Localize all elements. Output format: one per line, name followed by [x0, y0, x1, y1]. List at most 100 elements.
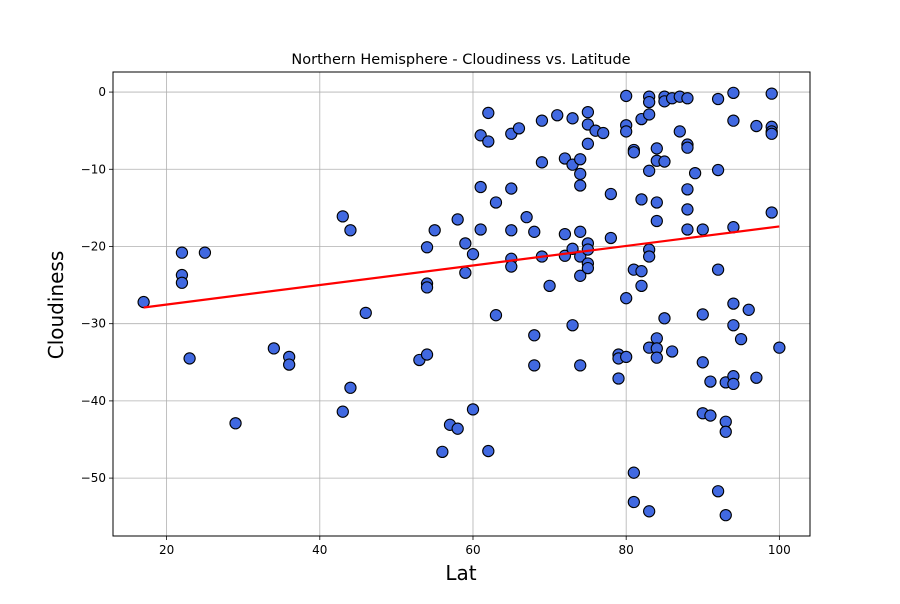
data-point — [719, 425, 732, 438]
data-point — [643, 95, 656, 109]
y-tick-label: −50 — [81, 471, 106, 485]
data-point — [428, 224, 441, 237]
plot-frame — [112, 71, 811, 537]
data-point — [512, 122, 526, 135]
data-point — [620, 350, 633, 364]
data-point — [658, 155, 671, 168]
data-point — [505, 182, 518, 195]
data-point — [604, 187, 618, 201]
x-tick-label: 40 — [312, 543, 327, 557]
data-point — [612, 372, 625, 385]
data-point — [681, 92, 694, 105]
data-point — [681, 141, 694, 154]
data-point — [344, 381, 357, 394]
data-point — [643, 164, 656, 177]
data-point — [711, 92, 725, 106]
data-point — [650, 196, 663, 209]
data-point — [597, 126, 610, 140]
y-axis-ticks: 0 −10 −20 −30 −40 −50 — [81, 85, 113, 485]
data-point — [635, 265, 648, 278]
y-tick-label: −10 — [81, 162, 106, 176]
y-tick-label: −20 — [81, 239, 106, 253]
data-point — [198, 246, 212, 259]
data-point — [643, 505, 656, 518]
data-point — [620, 125, 633, 138]
data-point — [482, 135, 495, 148]
data-point — [688, 166, 702, 180]
data-point — [466, 248, 480, 261]
data-point — [681, 203, 694, 216]
data-point — [627, 466, 640, 479]
y-axis-label: Cloudiness — [44, 251, 68, 360]
data-point — [727, 114, 740, 127]
data-point — [681, 223, 694, 236]
data-point — [750, 371, 763, 384]
data-point — [574, 225, 587, 238]
data-point — [704, 375, 717, 388]
data-point — [765, 127, 778, 140]
data-point — [711, 163, 725, 177]
data-point — [489, 309, 503, 322]
data-point — [643, 250, 656, 263]
data-point — [505, 260, 518, 273]
data-point — [627, 495, 640, 509]
x-axis-label: Lat — [445, 561, 476, 585]
data-point — [505, 224, 518, 237]
data-point — [336, 210, 349, 223]
data-point — [229, 417, 242, 430]
data-point — [482, 444, 495, 458]
data-point — [711, 485, 725, 498]
data-point — [627, 146, 640, 159]
data-point — [574, 269, 587, 282]
data-point — [635, 193, 648, 206]
data-point — [665, 345, 679, 358]
x-tick-label: 80 — [619, 543, 634, 557]
data-point — [765, 87, 778, 100]
data-point — [650, 142, 663, 155]
data-point — [451, 422, 464, 435]
data-point — [459, 266, 472, 279]
data-point — [635, 279, 648, 293]
data-point — [581, 137, 595, 150]
data-point — [727, 86, 740, 99]
x-tick-label: 20 — [159, 543, 174, 557]
data-point — [696, 356, 709, 369]
data-point — [451, 213, 464, 226]
data-point — [551, 109, 564, 122]
data-point — [137, 295, 150, 309]
data-point — [727, 297, 740, 310]
data-point — [336, 405, 349, 418]
chart-title: Northern Hemisphere - Cloudiness vs. Lat… — [291, 52, 630, 68]
data-point — [459, 237, 472, 250]
data-point — [574, 359, 587, 372]
data-point — [773, 341, 786, 354]
data-point — [558, 227, 572, 241]
data-point — [643, 108, 656, 121]
data-point — [466, 403, 480, 416]
data-point — [175, 276, 189, 289]
data-point — [658, 312, 671, 325]
data-point — [420, 348, 434, 361]
data-point — [535, 156, 549, 169]
data-point — [175, 246, 189, 259]
data-point — [581, 105, 595, 119]
data-point — [581, 261, 595, 275]
data-point — [719, 509, 732, 522]
data-point — [650, 214, 663, 228]
data-point — [604, 231, 618, 245]
data-points — [137, 86, 786, 522]
data-point — [489, 196, 503, 209]
data-point — [344, 224, 357, 237]
data-point — [482, 106, 495, 120]
data-point — [727, 319, 740, 332]
grid-lines — [113, 72, 810, 536]
y-tick-label: 0 — [98, 85, 106, 99]
x-axis-ticks: 20 40 60 80 100 — [159, 536, 791, 557]
data-point — [267, 342, 280, 355]
data-point — [650, 351, 663, 364]
data-point — [283, 358, 296, 371]
data-point — [696, 308, 709, 321]
data-point — [574, 153, 587, 166]
data-point — [183, 352, 196, 365]
regression-line — [143, 225, 780, 309]
